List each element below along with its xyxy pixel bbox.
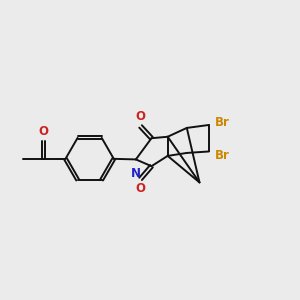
Text: Br: Br xyxy=(215,148,230,161)
Text: O: O xyxy=(38,125,48,138)
Text: Br: Br xyxy=(215,116,230,128)
Text: O: O xyxy=(136,110,146,124)
Text: N: N xyxy=(131,167,141,180)
Text: O: O xyxy=(136,182,146,195)
